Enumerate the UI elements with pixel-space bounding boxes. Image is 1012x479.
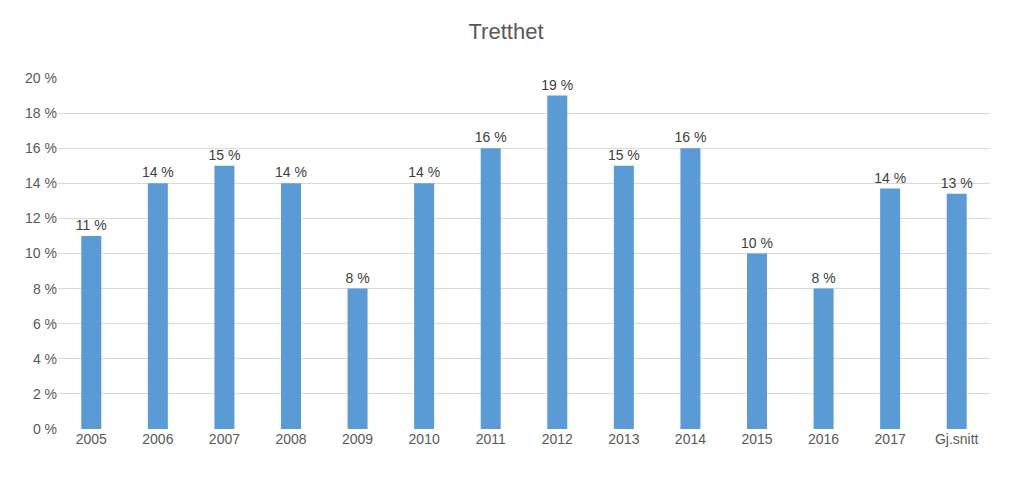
svg-text:18 %: 18 % <box>25 105 57 121</box>
svg-text:10 %: 10 % <box>25 245 57 261</box>
svg-text:14 %: 14 % <box>142 164 174 180</box>
svg-text:6 %: 6 % <box>33 316 57 332</box>
svg-text:15 %: 15 % <box>208 147 240 163</box>
svg-text:Gj.snitt: Gj.snitt <box>935 431 979 447</box>
svg-text:14 %: 14 % <box>275 164 307 180</box>
svg-text:2010: 2010 <box>409 431 440 447</box>
svg-text:2005: 2005 <box>76 431 107 447</box>
svg-text:16 %: 16 % <box>25 140 57 156</box>
svg-text:2011: 2011 <box>476 431 506 447</box>
svg-text:11 %: 11 % <box>76 217 107 233</box>
svg-text:Tretthet: Tretthet <box>469 19 544 44</box>
svg-text:2 %: 2 % <box>33 386 57 402</box>
svg-text:8 %: 8 % <box>812 270 836 286</box>
svg-text:14 %: 14 % <box>874 170 906 186</box>
svg-text:16 %: 16 % <box>674 129 706 145</box>
svg-text:2017: 2017 <box>875 431 906 447</box>
svg-text:8 %: 8 % <box>33 281 57 297</box>
svg-text:13 %: 13 % <box>941 175 973 191</box>
svg-text:10 %: 10 % <box>741 235 773 251</box>
svg-text:4 %: 4 % <box>33 351 57 367</box>
svg-text:2007: 2007 <box>209 431 240 447</box>
svg-text:2013: 2013 <box>608 431 639 447</box>
svg-text:19 %: 19 % <box>541 77 573 93</box>
svg-text:2006: 2006 <box>142 431 173 447</box>
svg-text:2009: 2009 <box>342 431 373 447</box>
svg-text:14 %: 14 % <box>25 175 57 191</box>
svg-text:2014: 2014 <box>675 431 706 447</box>
svg-text:2012: 2012 <box>542 431 573 447</box>
svg-text:0 %: 0 % <box>33 421 57 437</box>
svg-text:8 %: 8 % <box>346 270 370 286</box>
svg-text:15 %: 15 % <box>608 147 640 163</box>
svg-text:20 %: 20 % <box>25 70 57 86</box>
svg-text:12 %: 12 % <box>25 210 57 226</box>
svg-text:14 %: 14 % <box>408 164 440 180</box>
svg-text:2015: 2015 <box>741 431 772 447</box>
svg-text:16 %: 16 % <box>475 129 507 145</box>
svg-text:2016: 2016 <box>808 431 839 447</box>
svg-text:2008: 2008 <box>275 431 306 447</box>
